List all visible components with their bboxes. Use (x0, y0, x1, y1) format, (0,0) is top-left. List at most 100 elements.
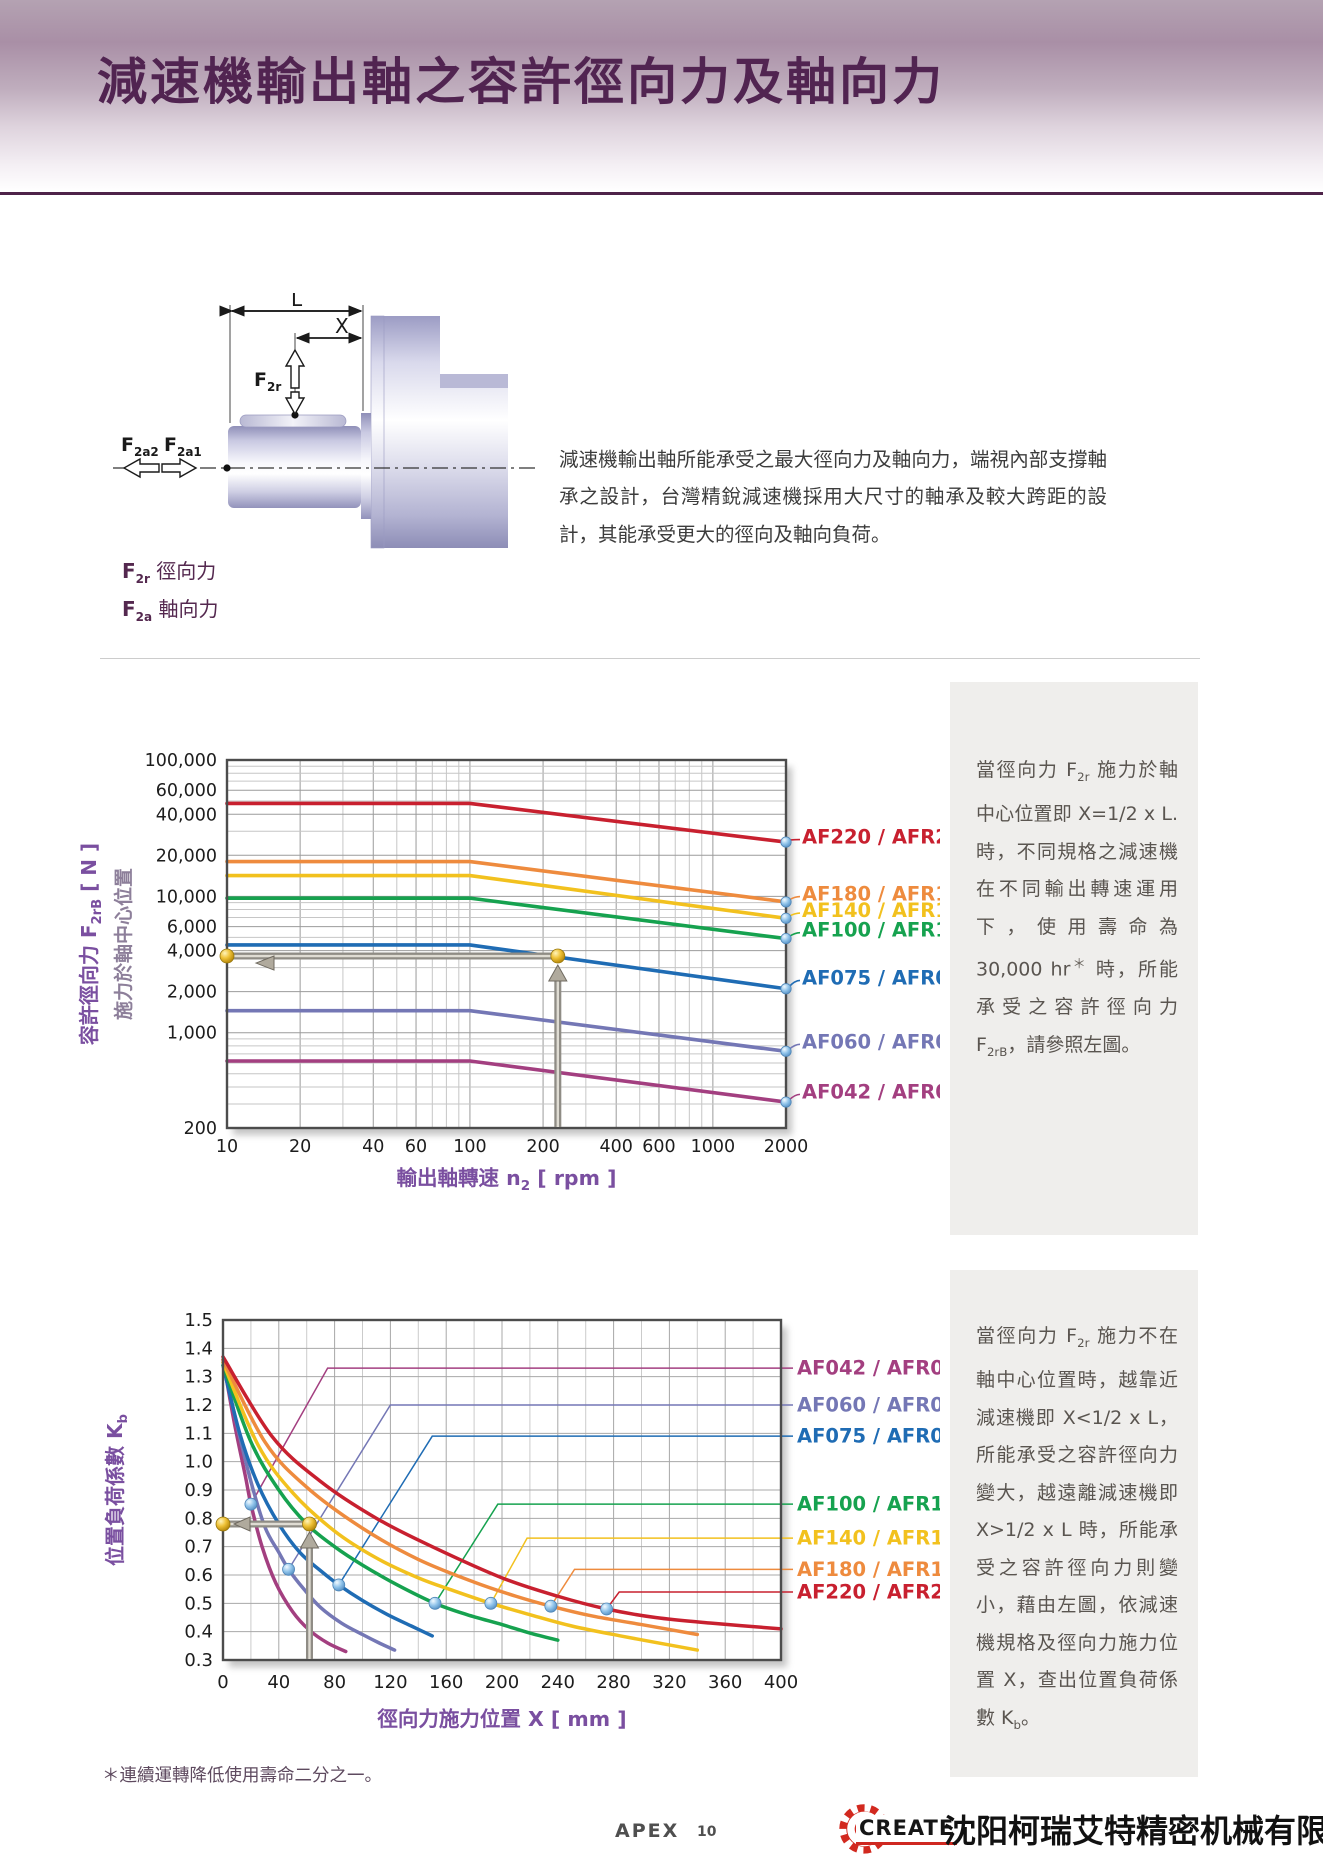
shaft-force-diagram: L X F2r F2a2 F2a1 (113, 293, 536, 549)
series-label: AF140 / AFR140 (802, 899, 940, 922)
x-tick-label: 10 (216, 1137, 238, 1157)
y-tick-label: 0.4 (184, 1622, 213, 1643)
x-axis-title: 徑向力施力位置 X [ mm ] (376, 1707, 626, 1731)
curve-point-marker (244, 1497, 258, 1511)
line-end-marker (780, 836, 792, 848)
x-tick-label: 360 (708, 1672, 742, 1693)
series-curve (221, 1355, 783, 1631)
shaft-flange (361, 413, 371, 519)
legend-radial-force: F2r 徑向力 (122, 559, 217, 586)
series-line (225, 1059, 788, 1104)
reading-point-marker (550, 948, 566, 964)
reading-point-marker (215, 1516, 231, 1532)
series-label: AF042 / AFR042 (802, 1080, 940, 1103)
reading-point-marker (302, 1516, 317, 1532)
x-tick-label: 400 (599, 1137, 632, 1157)
series-label: AF075 / AFR075 (802, 966, 940, 989)
y-tick-label: 0.6 (184, 1565, 213, 1586)
x-tick-label: 200 (526, 1137, 559, 1157)
curve-point-marker (282, 1562, 295, 1576)
read-left-arrow (254, 955, 275, 971)
apex-label: APEX (615, 1820, 680, 1842)
series-line (225, 943, 788, 991)
y-tick-label: 0.9 (184, 1480, 213, 1501)
series-leader (550, 1568, 793, 1607)
header-rule (0, 192, 1323, 195)
page-title: 減速機輸出軸之容許徑向力及軸向力 (97, 53, 945, 111)
line-end-marker (780, 1045, 792, 1057)
page-number: 10 (697, 1824, 717, 1840)
y-axis-title: 容許徑向力 F2rB [ N ] (77, 843, 105, 1045)
x-tick-label: 20 (289, 1137, 311, 1157)
intro-paragraph: 減速機輸出軸所能承受之最大徑向力及軸向力，端視內部支撐軸承之設計，台灣精銳減速機… (559, 447, 1107, 546)
note-panel-radial: 當徑向力 F2r 施力於軸中心位置即 X=1/2 x L. 時，不同規格之減速機… (950, 682, 1198, 1235)
series-label: AF220 / AFR220 (802, 826, 940, 849)
footnote: ＊連續運轉降低使用壽命二分之一。 (102, 1766, 382, 1786)
legend-axial-force: F2a 軸向力 (122, 597, 219, 624)
series-leader (606, 1591, 793, 1610)
y-tick-label: 1,000 (167, 1024, 217, 1044)
curve-point-marker (600, 1602, 614, 1616)
read-left-arrow (232, 1516, 251, 1532)
y-tick-label: 1.3 (184, 1367, 213, 1388)
radial-force-arrow-down (284, 391, 306, 416)
dim-l-label: L (291, 293, 303, 311)
x-tick-label: 320 (652, 1672, 686, 1693)
series-label: AF180 / AFR180 (797, 1558, 940, 1581)
series-line (225, 873, 788, 921)
radial-force-arrow-up (284, 348, 306, 389)
series-label: AF140 / AFR140 (797, 1527, 940, 1550)
x-tick-label: 60 (405, 1137, 427, 1157)
y-tick-label: 2,000 (167, 983, 217, 1003)
line-end-marker (780, 932, 792, 945)
y-tick-label: 1.2 (184, 1395, 213, 1416)
y-tick-label: 4,000 (167, 942, 217, 962)
y-axis-subtitle: 施力於軸中心位置 (112, 868, 135, 1020)
series-label: AF100 / AFR100 (802, 919, 940, 942)
series-curve (221, 1360, 397, 1652)
x-tick-label: 0 (217, 1672, 228, 1693)
radial-force-label: F2r (254, 369, 281, 394)
y-tick-label: 6,000 (167, 918, 217, 938)
x-tick-label: 600 (642, 1137, 675, 1157)
y-axis-title: 位置負荷係數 Kb (103, 1414, 131, 1566)
y-tick-label: 1.0 (184, 1452, 213, 1473)
position-factor-chart: AF042 / AFR042 AF060 / AFR060 AF075 / AFR0… (103, 1310, 940, 1731)
series-label: AF060 / AFR060 (802, 1030, 940, 1053)
series-line (225, 801, 788, 844)
series-label: AF075 / AFR075 (797, 1425, 940, 1448)
y-tick-label: 1.4 (184, 1338, 213, 1359)
note-position-text: 當徑向力 F2r 施力不在軸中心位置時，越靠近減速機即 X<1/2 x L，所能… (976, 1325, 1179, 1732)
y-tick-label: 0.5 (184, 1593, 213, 1614)
x-tick-label: 40 (267, 1672, 290, 1693)
series-curve (221, 1357, 700, 1637)
series-curve (221, 1363, 560, 1642)
y-tick-label: 20,000 (156, 846, 217, 866)
x-tick-label: 200 (485, 1672, 519, 1693)
y-tick-label: 10,000 (156, 887, 217, 907)
x-tick-label: 40 (362, 1137, 384, 1157)
series-line (225, 896, 788, 941)
series-label: AF060 / AFR060 (797, 1394, 940, 1417)
series-leader (434, 1503, 793, 1604)
y-tick-label: 1.1 (184, 1423, 213, 1444)
series-label: AF220 / AFR220 (797, 1581, 940, 1604)
y-tick-label: 60,000 (156, 781, 217, 801)
curve-point-marker (332, 1578, 346, 1592)
series-leader (338, 1435, 793, 1586)
x-tick-label: 120 (373, 1672, 407, 1693)
x-tick-label: 1000 (691, 1137, 736, 1157)
read-up-arrow (299, 1530, 320, 1549)
x-tick-label: 2000 (764, 1137, 809, 1157)
axial-force1-label: F2a1 (164, 434, 202, 459)
series-line (225, 859, 788, 904)
x-tick-label: 160 (429, 1672, 463, 1693)
axial-force2-label: F2a2 (121, 434, 159, 459)
series-curve (221, 1357, 348, 1654)
x-axis-title: 輸出軸轉速 n2 [ rpm ] (397, 1166, 617, 1194)
axial-force-arrow-right (161, 457, 198, 479)
curve-point-marker (544, 1599, 558, 1613)
series-leader (490, 1537, 793, 1604)
curve-point-marker (428, 1596, 442, 1610)
diagram-legend: F2r 徑向力 F2a 軸向力 (122, 556, 218, 632)
